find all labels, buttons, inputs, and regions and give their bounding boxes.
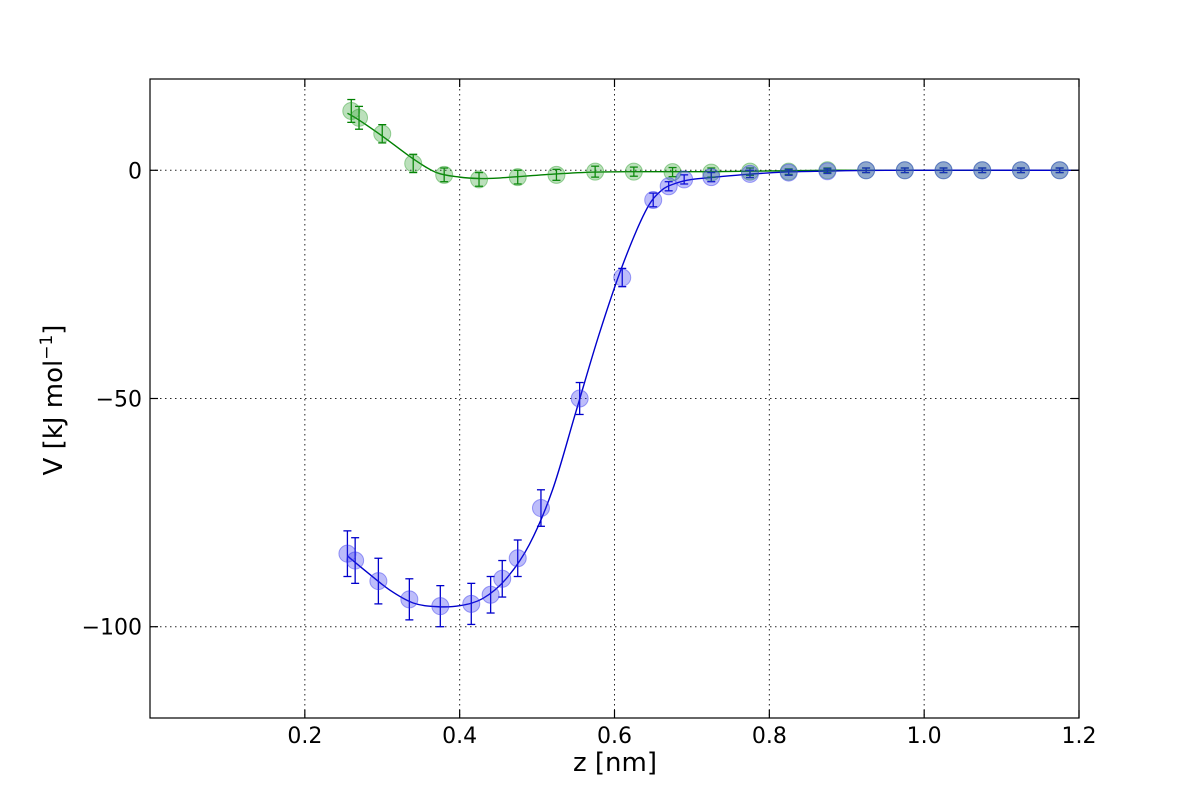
- series-1-point: [1011, 161, 1030, 180]
- series-0-point: [624, 162, 643, 181]
- series-0-point: [547, 165, 566, 184]
- x-tick-label: 0.4: [442, 724, 477, 749]
- y-tick-labels: −100 −50 0: [82, 159, 142, 640]
- series-0-point: [470, 170, 489, 189]
- series-1-point: [481, 585, 500, 604]
- series-1-point: [613, 268, 632, 287]
- x-tick-label: 1.2: [1062, 724, 1097, 749]
- y-axis-label: V [kJ mol−1]: [37, 325, 69, 476]
- series-1-point: [346, 551, 365, 570]
- series-1-point: [857, 161, 876, 180]
- series-0-point: [1011, 161, 1030, 180]
- series-1-point: [818, 162, 837, 181]
- series-1-point: [934, 161, 953, 180]
- series-1-point: [369, 572, 388, 591]
- series-0-point: [373, 124, 392, 143]
- x-axis-label: z [nm]: [573, 748, 657, 778]
- series-0-point: [435, 165, 454, 184]
- axis-ticks: [150, 79, 1080, 718]
- series-0-point: [702, 163, 721, 182]
- series-1-point: [973, 161, 992, 180]
- series-1-point: [431, 597, 450, 616]
- fit-curves: [346, 112, 1080, 608]
- data-markers: [338, 101, 1069, 616]
- series-0-point: [934, 161, 953, 180]
- grid-lines: [150, 79, 1079, 718]
- series-1-point: [895, 161, 914, 180]
- series-1-point: [1050, 161, 1069, 180]
- series-0-point: [895, 161, 914, 180]
- y-axis-label-end: ]: [39, 325, 69, 335]
- series-1-curve: [346, 169, 1080, 608]
- series-1-point: [675, 170, 694, 189]
- series-1-point: [462, 594, 481, 613]
- series-0-point: [973, 161, 992, 180]
- series-1-point: [338, 544, 357, 563]
- y-tick-label: −100: [82, 616, 142, 641]
- series-0-point: [586, 162, 605, 181]
- y-axis-label-sup: −1: [37, 335, 57, 360]
- y-axis-label-main: V [kJ mol: [39, 360, 69, 476]
- series-1-point: [702, 168, 721, 187]
- x-tick-label: 0.2: [287, 724, 322, 749]
- x-tick-label: 0.6: [597, 724, 632, 749]
- error-bars: [343, 98, 1064, 628]
- series-0-point: [342, 101, 361, 120]
- series-0-point: [350, 108, 369, 127]
- y-tick-label: 0: [128, 159, 142, 184]
- x-tick-label: 0.8: [752, 724, 787, 749]
- series-0-curve: [347, 112, 1079, 180]
- series-1-point: [570, 389, 589, 408]
- series-0-point: [818, 161, 837, 180]
- series-0-point: [404, 154, 423, 173]
- series-1-point: [400, 590, 419, 609]
- x-tick-labels: 0.2 0.4 0.6 0.8 1.0 1.2: [287, 724, 1096, 749]
- series-0-point: [663, 163, 682, 182]
- series-1-point: [740, 164, 759, 183]
- series-1-point: [531, 499, 550, 518]
- series-1-point: [493, 569, 512, 588]
- series-1-point: [644, 190, 663, 209]
- series-0-point: [1050, 161, 1069, 180]
- x-tick-label: 1.0: [907, 724, 942, 749]
- series-1-point: [508, 549, 527, 568]
- series-1-point: [659, 177, 678, 196]
- series-0-point: [508, 168, 527, 187]
- series-0-point: [740, 162, 759, 181]
- series-1-point: [779, 163, 798, 182]
- series-0-point: [779, 162, 798, 181]
- series-0-point: [857, 161, 876, 180]
- y-tick-label: −50: [96, 388, 142, 413]
